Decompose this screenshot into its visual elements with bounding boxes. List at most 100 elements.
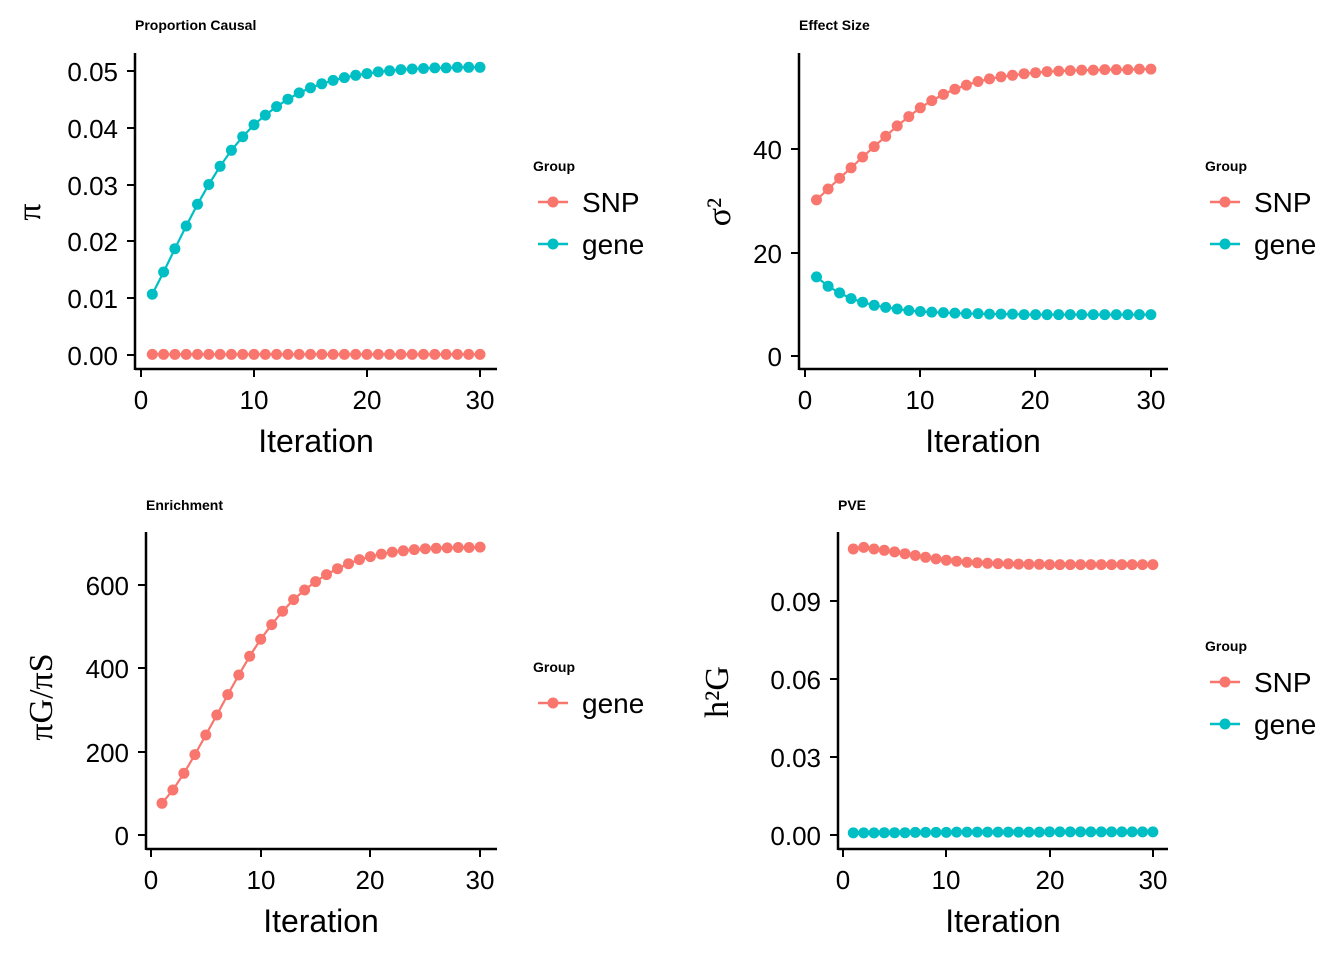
data-point-snp	[868, 141, 880, 153]
data-point-gene	[244, 650, 256, 662]
y-tick-label: 600	[86, 571, 129, 601]
y-tick-label: 0.03	[67, 171, 118, 201]
data-point-gene	[222, 689, 234, 701]
y-tick-label: 0	[115, 821, 129, 851]
data-point-gene	[288, 594, 300, 606]
data-point-gene	[1122, 309, 1134, 321]
data-point-gene	[1087, 309, 1099, 321]
y-ticks: 0.00 0.01 0.02 0.03 0.04 0.05	[67, 57, 135, 371]
data-point-gene	[233, 669, 245, 681]
data-point-snp	[926, 95, 938, 107]
data-point-snp	[1126, 559, 1138, 571]
x-ticks: 0 10 20 30	[836, 849, 1168, 895]
data-point-snp	[214, 348, 226, 360]
data-point-snp	[1007, 69, 1018, 81]
data-point-gene	[156, 797, 168, 809]
data-point-snp	[293, 348, 305, 360]
data-point-snp	[1002, 558, 1014, 570]
data-point-gene	[361, 68, 373, 80]
data-point-snp	[440, 348, 452, 360]
data-point-snp	[418, 348, 429, 360]
y-tick-label: 0.03	[770, 743, 821, 773]
data-point-snp	[169, 348, 181, 360]
data-point-snp	[1013, 558, 1025, 570]
data-point-gene	[406, 63, 418, 75]
data-point-gene	[1137, 826, 1149, 838]
data-point-gene	[909, 826, 921, 838]
data-point-snp	[1064, 559, 1076, 571]
data-point-gene	[310, 576, 322, 588]
panel-title: Effect Size	[799, 17, 870, 33]
data-point-gene	[338, 72, 350, 84]
data-point-gene	[1044, 826, 1056, 838]
data-point-snp	[930, 553, 942, 565]
data-point-gene	[1145, 309, 1157, 321]
legend-label: SNP	[1254, 187, 1312, 218]
data-point-gene	[982, 826, 994, 838]
legend-item-gene: gene	[1210, 709, 1316, 740]
data-point-snp	[940, 554, 952, 566]
data-point-gene	[971, 826, 983, 838]
data-point-gene	[878, 827, 890, 839]
x-axis-label: Iteration	[258, 423, 374, 459]
plot-area	[146, 61, 486, 360]
series-line-gene	[151, 66, 480, 295]
x-tick-label: 20	[1036, 865, 1065, 895]
data-point-gene	[343, 558, 354, 570]
data-point-gene	[992, 826, 1004, 838]
y-axis-label: π	[11, 203, 48, 220]
data-point-snp	[225, 348, 237, 360]
legend-label: gene	[1254, 709, 1316, 740]
data-point-snp	[1030, 67, 1042, 79]
data-point-gene	[386, 546, 398, 558]
x-tick-label: 10	[906, 385, 935, 415]
data-point-snp	[857, 151, 869, 163]
data-point-gene	[1110, 309, 1122, 321]
x-tick-label: 0	[144, 865, 158, 895]
data-point-snp	[995, 71, 1007, 83]
plot-area	[811, 63, 1157, 321]
data-point-snp	[1133, 63, 1145, 75]
y-axis-label: πG/πS	[23, 653, 60, 740]
data-point-gene	[1007, 308, 1018, 320]
data-point-gene	[940, 826, 952, 838]
y-tick-label: 20	[753, 239, 782, 269]
data-point-snp	[1087, 64, 1099, 76]
data-point-snp	[406, 348, 418, 360]
data-point-gene	[1076, 309, 1088, 321]
x-tick-label: 30	[1139, 865, 1168, 895]
data-point-gene	[266, 619, 278, 631]
legend-title: Group	[1205, 638, 1247, 654]
data-point-gene	[372, 66, 384, 78]
legend-title: Group	[533, 659, 575, 675]
data-point-gene	[451, 61, 463, 73]
data-point-gene	[1064, 309, 1076, 321]
data-point-gene	[395, 64, 407, 76]
data-point-snp	[271, 348, 283, 360]
y-tick-label: 400	[86, 654, 129, 684]
data-point-gene	[397, 545, 409, 557]
legend: Group SNP gene	[533, 158, 644, 260]
data-point-snp	[920, 551, 932, 563]
data-point-snp	[903, 111, 915, 123]
y-tick-label: 0.09	[770, 587, 821, 617]
data-point-gene	[419, 543, 431, 555]
plot-area	[847, 541, 1159, 839]
data-point-gene	[214, 160, 226, 172]
data-point-snp	[395, 348, 407, 360]
data-point-gene	[237, 131, 249, 143]
data-point-snp	[909, 550, 921, 561]
data-point-gene	[200, 729, 212, 741]
data-point-gene	[474, 61, 486, 73]
data-point-gene	[926, 306, 938, 318]
x-tick-label: 0	[134, 385, 148, 415]
legend-item-snp: SNP	[1210, 667, 1312, 698]
data-point-gene	[293, 87, 305, 99]
panel-proportion-causal: Proportion Causal 0 10 20 30 0.00 0.01 0…	[11, 17, 644, 459]
x-axis-label: Iteration	[263, 903, 379, 939]
data-point-snp	[1147, 559, 1159, 571]
legend-key-point	[547, 238, 559, 250]
x-tick-label: 30	[466, 865, 495, 895]
series-line-snp	[815, 67, 1151, 201]
panel-effect-size: Effect Size 0 10 20 30 0 20 40 Iteration…	[701, 17, 1316, 459]
